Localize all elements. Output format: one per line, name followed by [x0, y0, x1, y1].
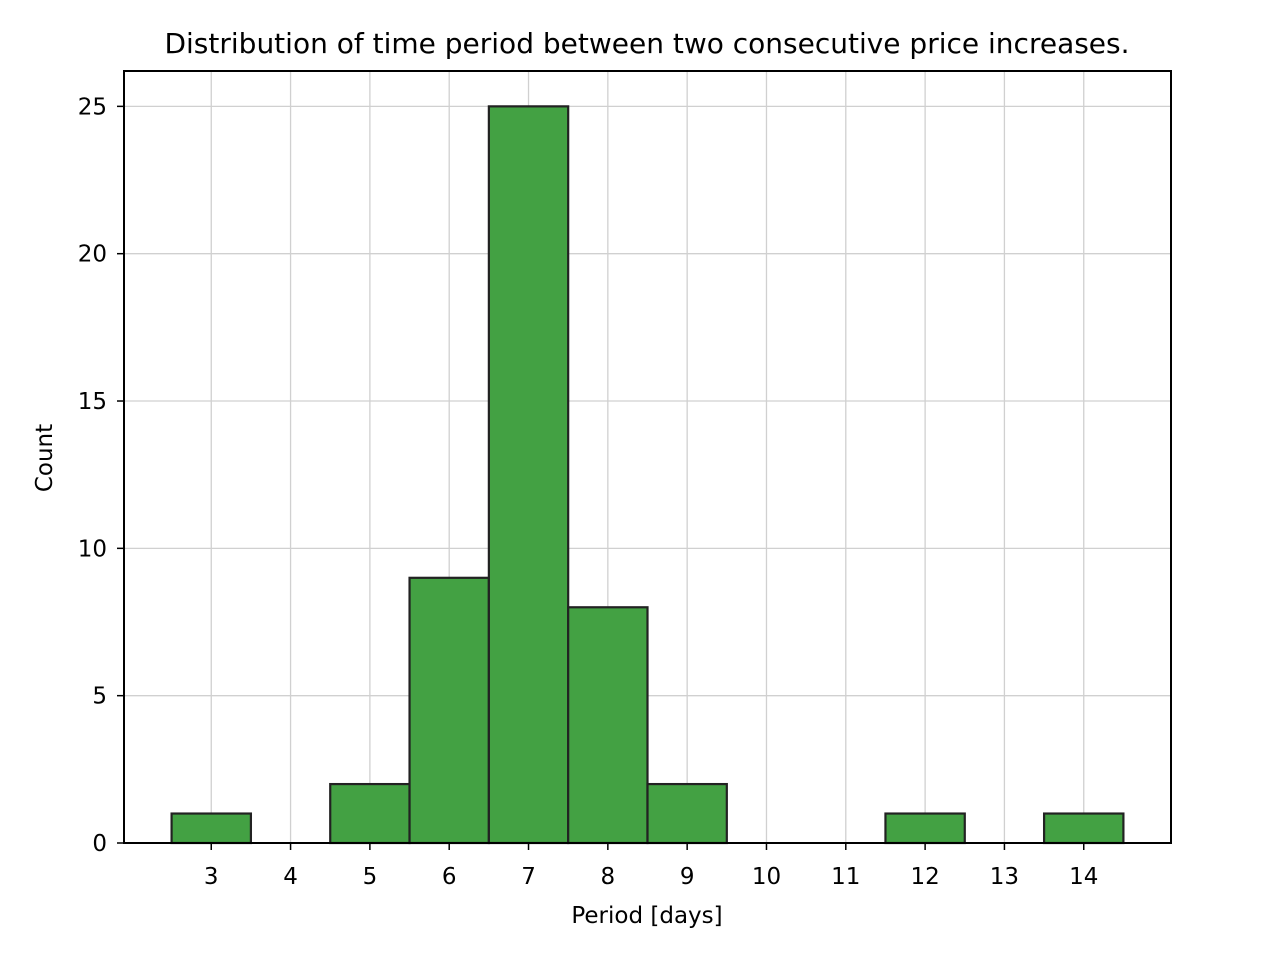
bar	[329, 782, 411, 845]
y-tick-label: 15	[78, 389, 107, 415]
bars	[170, 105, 1125, 845]
y-tick-label: 5	[92, 684, 107, 710]
x-tick-label: 13	[990, 864, 1019, 890]
bar	[646, 782, 728, 845]
x-tick-label: 7	[521, 864, 536, 890]
chart-title: Distribution of time period between two …	[164, 27, 1129, 60]
x-tick-label: 3	[204, 864, 219, 890]
x-axis: 3 4 5 6 7 8 9 10 11 12 13 14	[204, 843, 1098, 890]
x-tick-label: 8	[601, 864, 616, 890]
x-tick-label: 5	[363, 864, 378, 890]
plot-frame	[123, 70, 1172, 844]
bar	[1042, 812, 1125, 845]
x-tick-label: 10	[752, 864, 781, 890]
x-tick-label: 11	[831, 864, 860, 890]
y-axis: 0 5 10 15 20 25	[78, 94, 124, 857]
x-tick-label: 12	[910, 864, 939, 890]
y-tick-label: 10	[78, 536, 107, 562]
x-tick-label: 14	[1069, 864, 1098, 890]
x-tick-label: 4	[283, 864, 298, 890]
x-axis-title: Period [days]	[571, 903, 722, 929]
bar	[408, 576, 490, 845]
y-axis-title: Count	[32, 424, 58, 492]
x-tick-label: 6	[442, 864, 457, 890]
y-tick-label: 25	[78, 94, 107, 120]
bar	[884, 812, 966, 845]
y-tick-label: 0	[92, 831, 107, 857]
x-tick-label: 9	[680, 864, 695, 890]
bar	[487, 105, 570, 845]
bar	[567, 606, 649, 845]
bar	[170, 812, 253, 845]
y-tick-label: 20	[78, 242, 107, 268]
